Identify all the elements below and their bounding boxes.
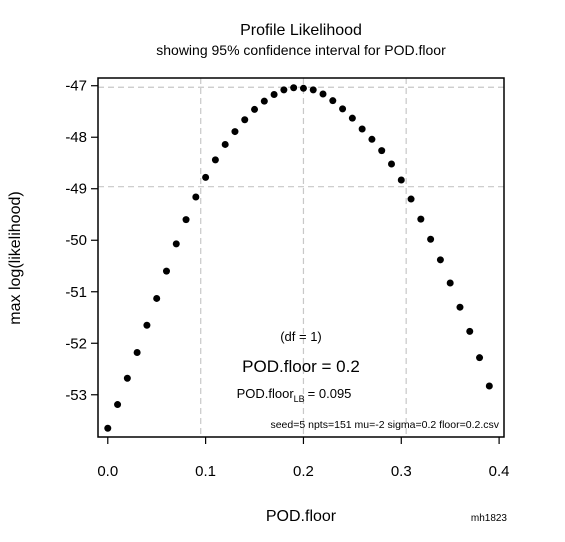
footer-tag: mh1823	[471, 513, 508, 524]
data-point	[280, 86, 288, 94]
x-axis: 0.0 0.1 0.2 0.3 0.4	[97, 437, 510, 480]
data-point	[466, 327, 474, 335]
data-point	[251, 105, 259, 113]
data-point	[211, 156, 219, 164]
data-point	[299, 84, 307, 92]
data-point	[202, 173, 210, 181]
data-point	[123, 374, 131, 382]
lower-bound-annotation: POD.floorLB = 0.095	[237, 386, 352, 404]
y-tick-label: -53	[65, 387, 87, 404]
data-point	[397, 176, 405, 184]
y-tick-label: -47	[65, 78, 87, 95]
y-axis-label: max log(likelihood)	[7, 191, 24, 324]
x-tick-label: 0.1	[195, 463, 216, 480]
data-point	[231, 128, 239, 136]
chart-title: Profile Likelihood	[240, 22, 362, 39]
data-point	[290, 84, 298, 92]
data-point	[104, 424, 112, 432]
data-point	[114, 401, 122, 409]
data-point	[417, 215, 425, 223]
data-point	[270, 90, 278, 98]
estimate-annotation: POD.floor = 0.2	[242, 357, 360, 376]
settings-annotation: seed=5 npts=151 mu=-2 sigma=0.2 floor=0.…	[270, 419, 499, 431]
data-point	[133, 349, 141, 357]
data-point	[319, 90, 327, 98]
lower-bound-label: POD.floor	[237, 386, 295, 401]
df-annotation: (df = 1)	[280, 329, 322, 344]
data-point	[221, 140, 229, 148]
x-tick-label: 0.0	[97, 463, 118, 480]
y-tick-label: -52	[65, 335, 87, 352]
chart-subtitle: showing 95% confidence interval for POD.…	[156, 42, 446, 58]
data-point	[446, 279, 454, 287]
y-tick-label: -49	[65, 181, 87, 198]
data-point	[378, 147, 386, 155]
lower-bound-subscript: LB	[294, 394, 305, 404]
data-point	[143, 321, 151, 329]
data-point	[358, 125, 366, 133]
x-tick-label: 0.4	[489, 463, 510, 480]
data-point	[192, 193, 200, 201]
plot-frame	[97, 77, 505, 438]
data-point	[436, 256, 444, 264]
reference-lines	[98, 78, 504, 437]
data-point	[485, 382, 493, 390]
x-axis-label: POD.floor	[266, 508, 337, 525]
y-tick-label: -50	[65, 232, 87, 249]
data-point	[407, 195, 415, 203]
data-point	[427, 235, 435, 243]
data-point	[241, 116, 249, 124]
y-tick-label: -51	[65, 284, 87, 301]
data-point	[456, 303, 464, 311]
data-point	[172, 240, 180, 248]
x-tick-label: 0.3	[391, 463, 412, 480]
data-point	[387, 160, 395, 168]
data-point	[368, 135, 376, 143]
data-point	[476, 354, 484, 362]
data-point	[309, 86, 317, 94]
data-point	[162, 267, 170, 275]
y-tick-label: -48	[65, 129, 87, 146]
data-points	[104, 84, 493, 432]
data-point	[153, 294, 161, 302]
data-point	[260, 97, 268, 105]
lower-bound-value: = 0.095	[308, 386, 352, 401]
data-point	[348, 114, 356, 122]
data-point	[339, 105, 347, 113]
x-tick-label: 0.2	[293, 463, 314, 480]
data-point	[182, 216, 190, 224]
data-point	[329, 97, 337, 105]
y-axis: -47 -48 -49 -50 -51 -52 -53	[65, 78, 98, 404]
